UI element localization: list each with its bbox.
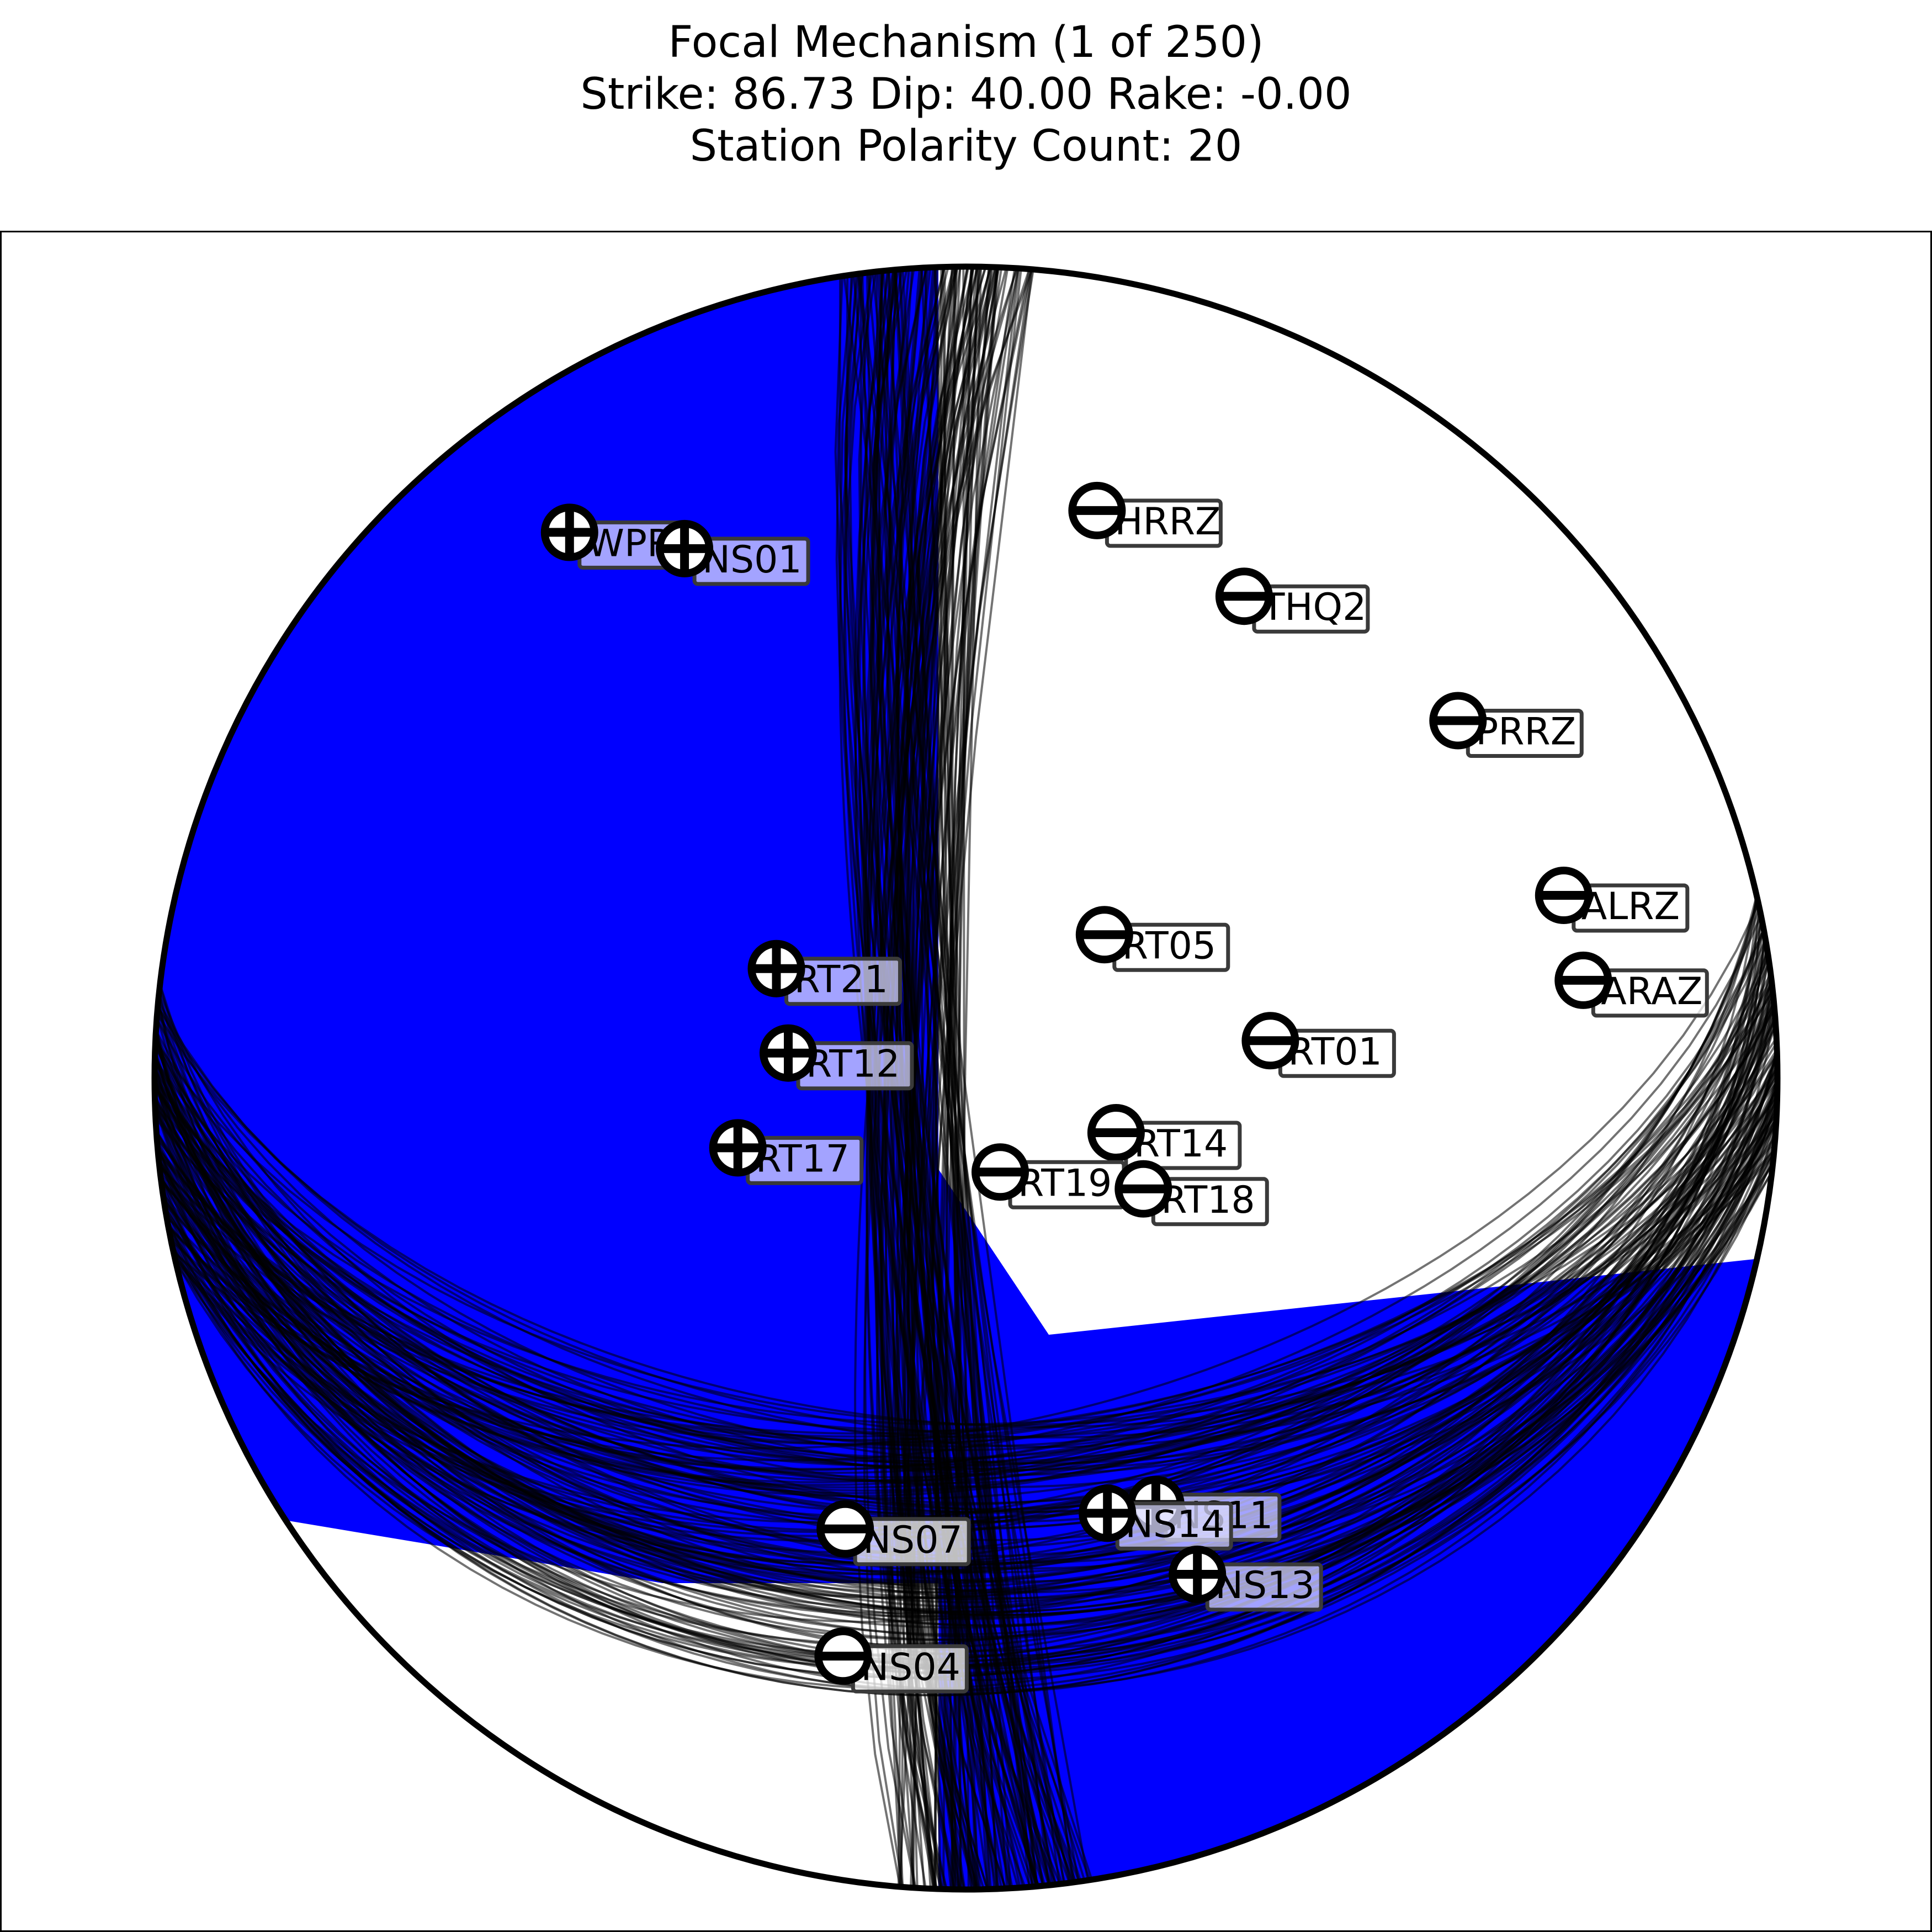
nodal-plane-shallow xyxy=(170,913,1762,1691)
station-label: RT19 xyxy=(1018,1161,1112,1205)
nodal-plane-shallow xyxy=(155,1059,1777,1629)
station-label: NS01 xyxy=(702,538,802,582)
station-label: RT17 xyxy=(756,1137,850,1181)
nodal-plane-shallow xyxy=(169,920,1764,1532)
title-line-3: Station Polarity Count: 20 xyxy=(689,121,1243,171)
station-ns07: NS07 xyxy=(816,1500,971,1567)
station-rt01: RT01 xyxy=(1241,1012,1396,1078)
station-label: RT12 xyxy=(806,1043,900,1086)
station-label: NS14 xyxy=(1125,1503,1225,1546)
nodal-plane-steep xyxy=(962,267,970,1889)
station-alrz: ALRZ xyxy=(1535,867,1690,933)
station-hrrz: HRRZ xyxy=(1068,481,1223,548)
station-label: RT21 xyxy=(794,958,888,1002)
station-label: ALRZ xyxy=(1581,885,1680,928)
station-ns04: NS04 xyxy=(814,1627,969,1694)
station-rt17: RT17 xyxy=(709,1119,864,1185)
station-label: ARAZ xyxy=(1601,970,1702,1013)
station-araz: ARAZ xyxy=(1554,951,1709,1018)
station-label: NS13 xyxy=(1215,1564,1315,1607)
nodal-plane-shallow xyxy=(165,942,1768,1554)
chart-title: Focal Mechanism (1 of 250) Strike: 86.73… xyxy=(0,17,1932,172)
station-rt19: RT19 xyxy=(972,1143,1126,1209)
station-rt14: RT14 xyxy=(1087,1104,1242,1170)
focal-sphere-outline xyxy=(151,263,1781,1893)
nodal-plane-shallow xyxy=(172,906,1760,1524)
nodal-plane-shallow xyxy=(155,1068,1777,1566)
nodal-plane-shallow xyxy=(155,1058,1777,1506)
station-label: RT01 xyxy=(1288,1030,1382,1074)
nodal-plane-steep xyxy=(954,267,978,1889)
nodal-plane-shallow xyxy=(166,938,1766,1660)
nodal-plane-steep xyxy=(890,269,1031,1887)
station-label: THQ2 xyxy=(1261,586,1366,629)
title-line-2: Strike: 86.73 Dip: 40.00 Rake: -0.00 xyxy=(580,70,1352,119)
nodal-plane-steep xyxy=(933,267,999,1889)
nodal-plane-steep xyxy=(894,269,1038,1887)
nodal-plane-steep xyxy=(867,272,1065,1884)
nodal-plane-steep xyxy=(900,269,1032,1887)
station-ns14: NS14 xyxy=(1079,1484,1233,1551)
nodal-plane-steep xyxy=(934,267,998,1889)
station-label: RT05 xyxy=(1122,924,1216,968)
nodal-plane-shallow xyxy=(167,931,1765,1487)
nodal-plane-shallow xyxy=(155,1025,1777,1515)
nodal-plane-steep xyxy=(907,268,1016,1888)
title-line-1: Focal Mechanism (1 of 250) xyxy=(668,18,1264,67)
nodal-plane-shallow xyxy=(163,952,1769,1474)
station-label: RT18 xyxy=(1161,1179,1255,1222)
station-label: NS07 xyxy=(863,1519,963,1562)
station-thq2: THQ2 xyxy=(1215,567,1370,634)
station-ns01: NS01 xyxy=(656,519,810,586)
beachball-plot: WPRZ NS01HRRZTHQ2PRRZRT05ALRZARAZRT01RT14… xyxy=(0,231,1932,1932)
station-polarities: WPRZ NS01HRRZTHQ2PRRZRT05ALRZARAZRT01RT14… xyxy=(540,481,1709,1694)
station-rt05: RT05 xyxy=(1075,906,1230,972)
nodal-plane-steep xyxy=(929,267,992,1889)
nodal-plane-shallow xyxy=(155,1052,1777,1619)
nodal-plane-steep xyxy=(898,269,1034,1887)
nodal-plane-shallow xyxy=(157,999,1775,1670)
station-rt21: RT21 xyxy=(747,940,902,1006)
station-ns13: NS13 xyxy=(1169,1546,1323,1612)
nodal-plane-shallow xyxy=(155,1023,1777,1526)
station-prrz: PRRZ xyxy=(1429,692,1584,758)
station-rt12: RT12 xyxy=(760,1024,914,1091)
nodal-plane-shallow xyxy=(155,1077,1777,1466)
nodal-plane-shallow xyxy=(155,1050,1777,1588)
station-label: RT14 xyxy=(1134,1122,1228,1166)
station-label: NS04 xyxy=(861,1646,960,1689)
station-label: HRRZ xyxy=(1114,500,1220,544)
station-rt18: RT18 xyxy=(1114,1160,1269,1227)
nodal-plane-shallow xyxy=(159,980,1773,1618)
nodal-plane-shallow xyxy=(155,1049,1777,1614)
nodal-plane-shallow xyxy=(156,1013,1776,1428)
station-label: PRRZ xyxy=(1475,710,1576,754)
nodal-plane-shallow xyxy=(163,948,1769,1599)
